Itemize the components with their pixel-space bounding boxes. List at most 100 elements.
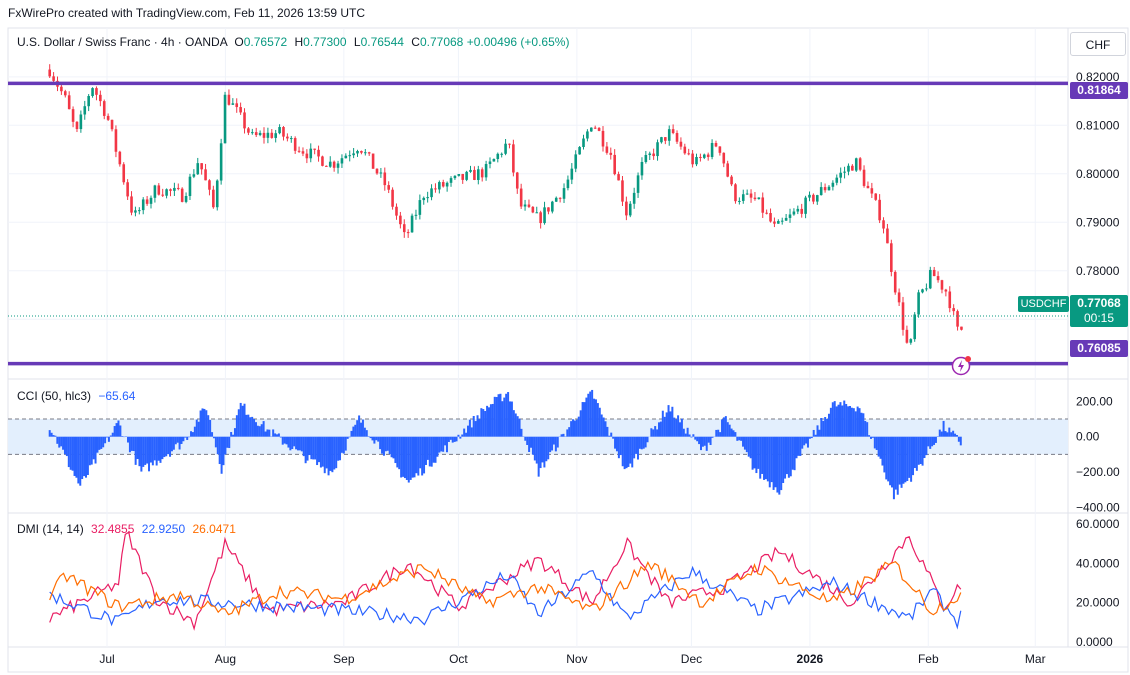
candle-body — [640, 161, 644, 176]
candle-body — [130, 196, 133, 213]
candle-body — [726, 163, 729, 177]
upper-level-tag: 0.81864 — [1070, 82, 1128, 99]
currency-button[interactable]: CHF — [1070, 32, 1126, 56]
candle-body — [925, 288, 928, 290]
cci-legend[interactable]: CCI (50, hlc3) −65.64 — [17, 389, 135, 403]
candle-body — [278, 127, 281, 134]
candle-body — [301, 151, 305, 154]
change-value: +0.00496 (+0.65%) — [466, 35, 570, 49]
cci-tick-label: −200.00 — [1076, 465, 1120, 479]
candle-body — [180, 188, 184, 202]
candle-body — [106, 115, 110, 120]
candle-body — [554, 197, 558, 202]
candle-body — [738, 200, 741, 202]
candle-body — [765, 212, 768, 214]
candle-body — [83, 106, 87, 115]
candle-body — [952, 308, 955, 312]
symbol-name[interactable]: U.S. Dollar / Swiss Franc · 4h · OANDA — [17, 35, 228, 49]
dmi-legend[interactable]: DMI (14, 14) 32.4855 22.9250 26.0471 — [17, 522, 236, 536]
candle-body — [215, 180, 219, 208]
candle-body — [122, 164, 126, 183]
candle-body — [114, 129, 118, 152]
candle-body — [297, 150, 301, 152]
candle-body — [800, 208, 804, 214]
candle-body — [940, 280, 944, 290]
candle-body — [430, 188, 433, 198]
candle-body — [679, 141, 683, 147]
candle-body — [395, 206, 398, 216]
candle-body — [683, 146, 687, 154]
symbol-legend[interactable]: U.S. Dollar / Swiss Franc · 4h · OANDA O… — [17, 35, 569, 49]
candle-body — [176, 187, 180, 189]
candle-body — [531, 206, 535, 213]
open-label: O — [234, 35, 244, 49]
candle-body — [336, 163, 340, 168]
x-tick-label: Nov — [566, 652, 587, 666]
candle-body — [286, 136, 289, 139]
candle-body — [418, 200, 422, 215]
candle-body — [823, 187, 827, 191]
candle-body — [247, 128, 250, 133]
alert-clock-icon[interactable] — [950, 355, 972, 377]
candle-body — [399, 215, 402, 225]
candle-body — [453, 175, 457, 179]
candle-body — [352, 153, 355, 156]
bar-countdown: 00:15 — [1083, 311, 1115, 325]
candle-body — [897, 292, 901, 303]
candle-body — [75, 121, 79, 130]
symbol-tag: USDCHF — [1018, 296, 1069, 312]
candle-body — [589, 127, 593, 132]
candle-body — [293, 138, 297, 151]
x-tick-label: Dec — [681, 652, 702, 666]
candle-body — [387, 185, 390, 190]
candle-body — [547, 207, 550, 212]
candle-body — [636, 175, 640, 193]
candle-body — [699, 156, 702, 158]
candle-body — [539, 212, 542, 224]
candle-body — [808, 194, 811, 198]
candle-body — [913, 314, 917, 340]
candle-body — [95, 88, 98, 95]
candle-body — [582, 138, 585, 148]
candle-body — [173, 187, 176, 191]
candle-body — [854, 158, 858, 171]
candle-body — [578, 147, 581, 155]
candle-body — [862, 169, 866, 186]
dmi-series-line-3 — [49, 560, 962, 617]
candle-body — [169, 189, 172, 191]
candle-body — [414, 214, 418, 216]
candle-body — [886, 228, 889, 244]
candle-body — [274, 133, 277, 138]
candle-body — [601, 130, 605, 147]
candle-body — [465, 171, 468, 180]
candle-body — [422, 197, 426, 201]
candle-body — [566, 179, 570, 189]
candle-body — [519, 188, 523, 207]
candle-body — [847, 165, 850, 172]
candle-body — [609, 152, 613, 155]
candle-body — [71, 109, 75, 122]
candle-body — [523, 204, 527, 207]
candle-body — [138, 210, 141, 212]
candle-body — [184, 196, 188, 202]
candle-body — [208, 180, 211, 190]
cci-name[interactable]: CCI (50, hlc3) — [17, 389, 92, 403]
candle-body — [254, 132, 258, 136]
candle-body — [157, 185, 161, 195]
candle-body — [956, 311, 959, 327]
candle-body — [289, 138, 293, 140]
candle-body — [917, 292, 920, 315]
candle-body — [348, 155, 352, 157]
candle-body — [815, 195, 819, 202]
candle-body — [325, 165, 328, 167]
candle-body — [426, 197, 429, 199]
candle-body — [839, 172, 842, 178]
candle-body — [364, 152, 367, 154]
candle-body — [262, 132, 266, 138]
candle-body — [457, 174, 461, 176]
x-tick-label: Feb — [918, 652, 939, 666]
candle-body — [321, 156, 324, 166]
dmi-name[interactable]: DMI (14, 14) — [17, 522, 84, 536]
candle-body — [652, 153, 655, 157]
